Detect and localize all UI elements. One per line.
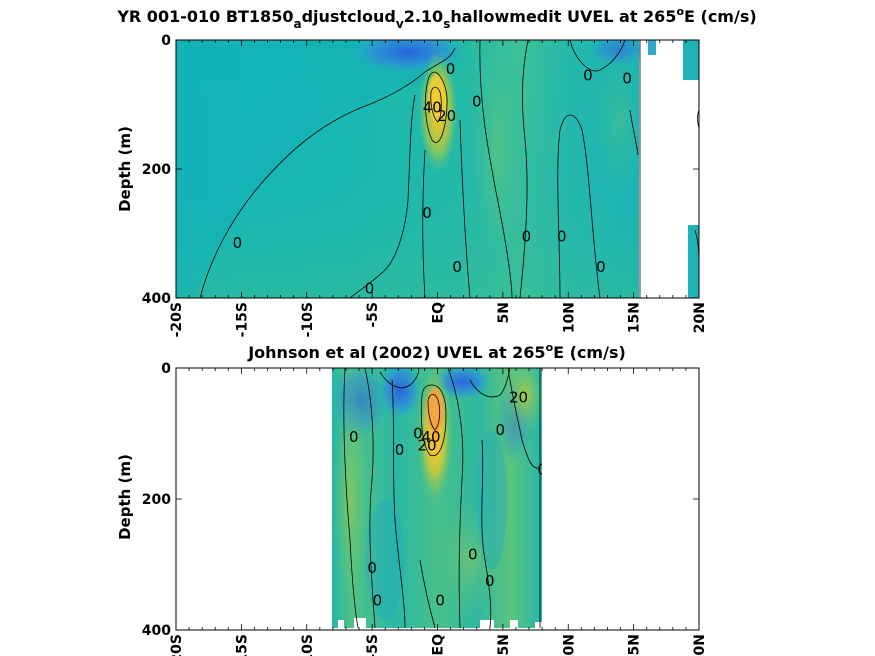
top-x-tick-label: EQ: [431, 302, 447, 324]
top-contour-label: 0: [233, 234, 243, 252]
bottom-contour-label: 0: [367, 559, 377, 577]
bottom-contour-label: 0: [468, 546, 478, 564]
top-contour-label: 0: [583, 66, 593, 84]
top-x-tick-label: 15N: [627, 302, 643, 333]
bottom-contour-label: 0: [373, 592, 383, 610]
bottom-x-tick-label: -15S: [234, 634, 250, 656]
bottom-x-tick-label: -5S: [365, 634, 381, 656]
top-x-tick-label: 20N: [692, 302, 708, 333]
bottom-x-tick-label: 10N: [561, 634, 577, 656]
top-y-tick-label: 400: [142, 291, 171, 307]
top-x-tick-label: 10N: [561, 302, 577, 333]
top-contour-label: 0: [596, 258, 606, 276]
top-x-tick-label: -15S: [234, 302, 250, 337]
top-contour-label: 0: [422, 204, 432, 222]
top-x-tick-label: -20S: [169, 302, 185, 337]
bottom-y-tick-label: 200: [142, 492, 171, 508]
bottom-x-tick-label: EQ: [431, 634, 447, 656]
top-contour-label: 0: [622, 70, 632, 88]
bottom-x-tick-label: -10S: [300, 634, 316, 656]
bottom-contour-label: 40: [421, 428, 440, 446]
bottom-contour-label: 20: [417, 436, 436, 454]
bottom-contour-label: 0: [485, 572, 495, 590]
bottom-x-tick-label: 15N: [627, 634, 643, 656]
bottom-y-axis-label: Depth (m): [116, 454, 134, 540]
bottom-panel: Johnson et al (2002) UVEL at 265oE (cm/s…: [116, 341, 708, 656]
bottom-contour-label: 0: [413, 425, 423, 443]
bottom-contour-label: 0: [495, 421, 505, 439]
bottom-x-tick-label: 5N: [496, 634, 512, 655]
top-x-tick-label: -5S: [365, 302, 381, 328]
bottom-contour-label: 0: [395, 441, 405, 459]
top-y-tick-label: 200: [142, 162, 171, 178]
bottom-x-tick-label: -20S: [169, 634, 185, 656]
top-panel-title: YR 001-010 BT1850adjustcloudv2.10shallow…: [116, 5, 756, 31]
top-y-tick-label: 0: [161, 33, 171, 49]
top-contour-lines: [199, 40, 699, 298]
top-contour-label: 20: [437, 107, 456, 125]
bottom-x-tick-label: 20N: [692, 634, 708, 656]
top-panel: YR 001-010 BT1850adjustcloudv2.10shallow…: [116, 5, 757, 337]
bottom-panel-title: Johnson et al (2002) UVEL at 265oE (cm/s…: [247, 341, 626, 362]
bottom-contour-label: 0: [435, 592, 445, 610]
top-contour-label: 0: [365, 279, 375, 297]
top-contour-label: 0: [452, 258, 462, 276]
bottom-contour-label: 20: [509, 388, 528, 406]
top-contour-label: 0: [446, 60, 456, 78]
top-contour-label: 0: [522, 228, 532, 246]
top-contour-label: 40: [423, 99, 442, 117]
bottom-contour-label: 0: [537, 461, 547, 479]
top-x-tick-label: 5N: [496, 302, 512, 323]
top-y-axis-label: Depth (m): [116, 126, 134, 212]
bottom-y-tick-label: 0: [161, 361, 171, 377]
bottom-contour-label: 0: [349, 428, 359, 446]
bottom-y-tick-label: 400: [142, 623, 171, 639]
top-x-tick-label: -10S: [300, 302, 316, 337]
bottom-contour-lines: [343, 368, 541, 628]
top-contour-label: 0: [472, 92, 482, 110]
top-contour-label: 0: [557, 228, 567, 246]
